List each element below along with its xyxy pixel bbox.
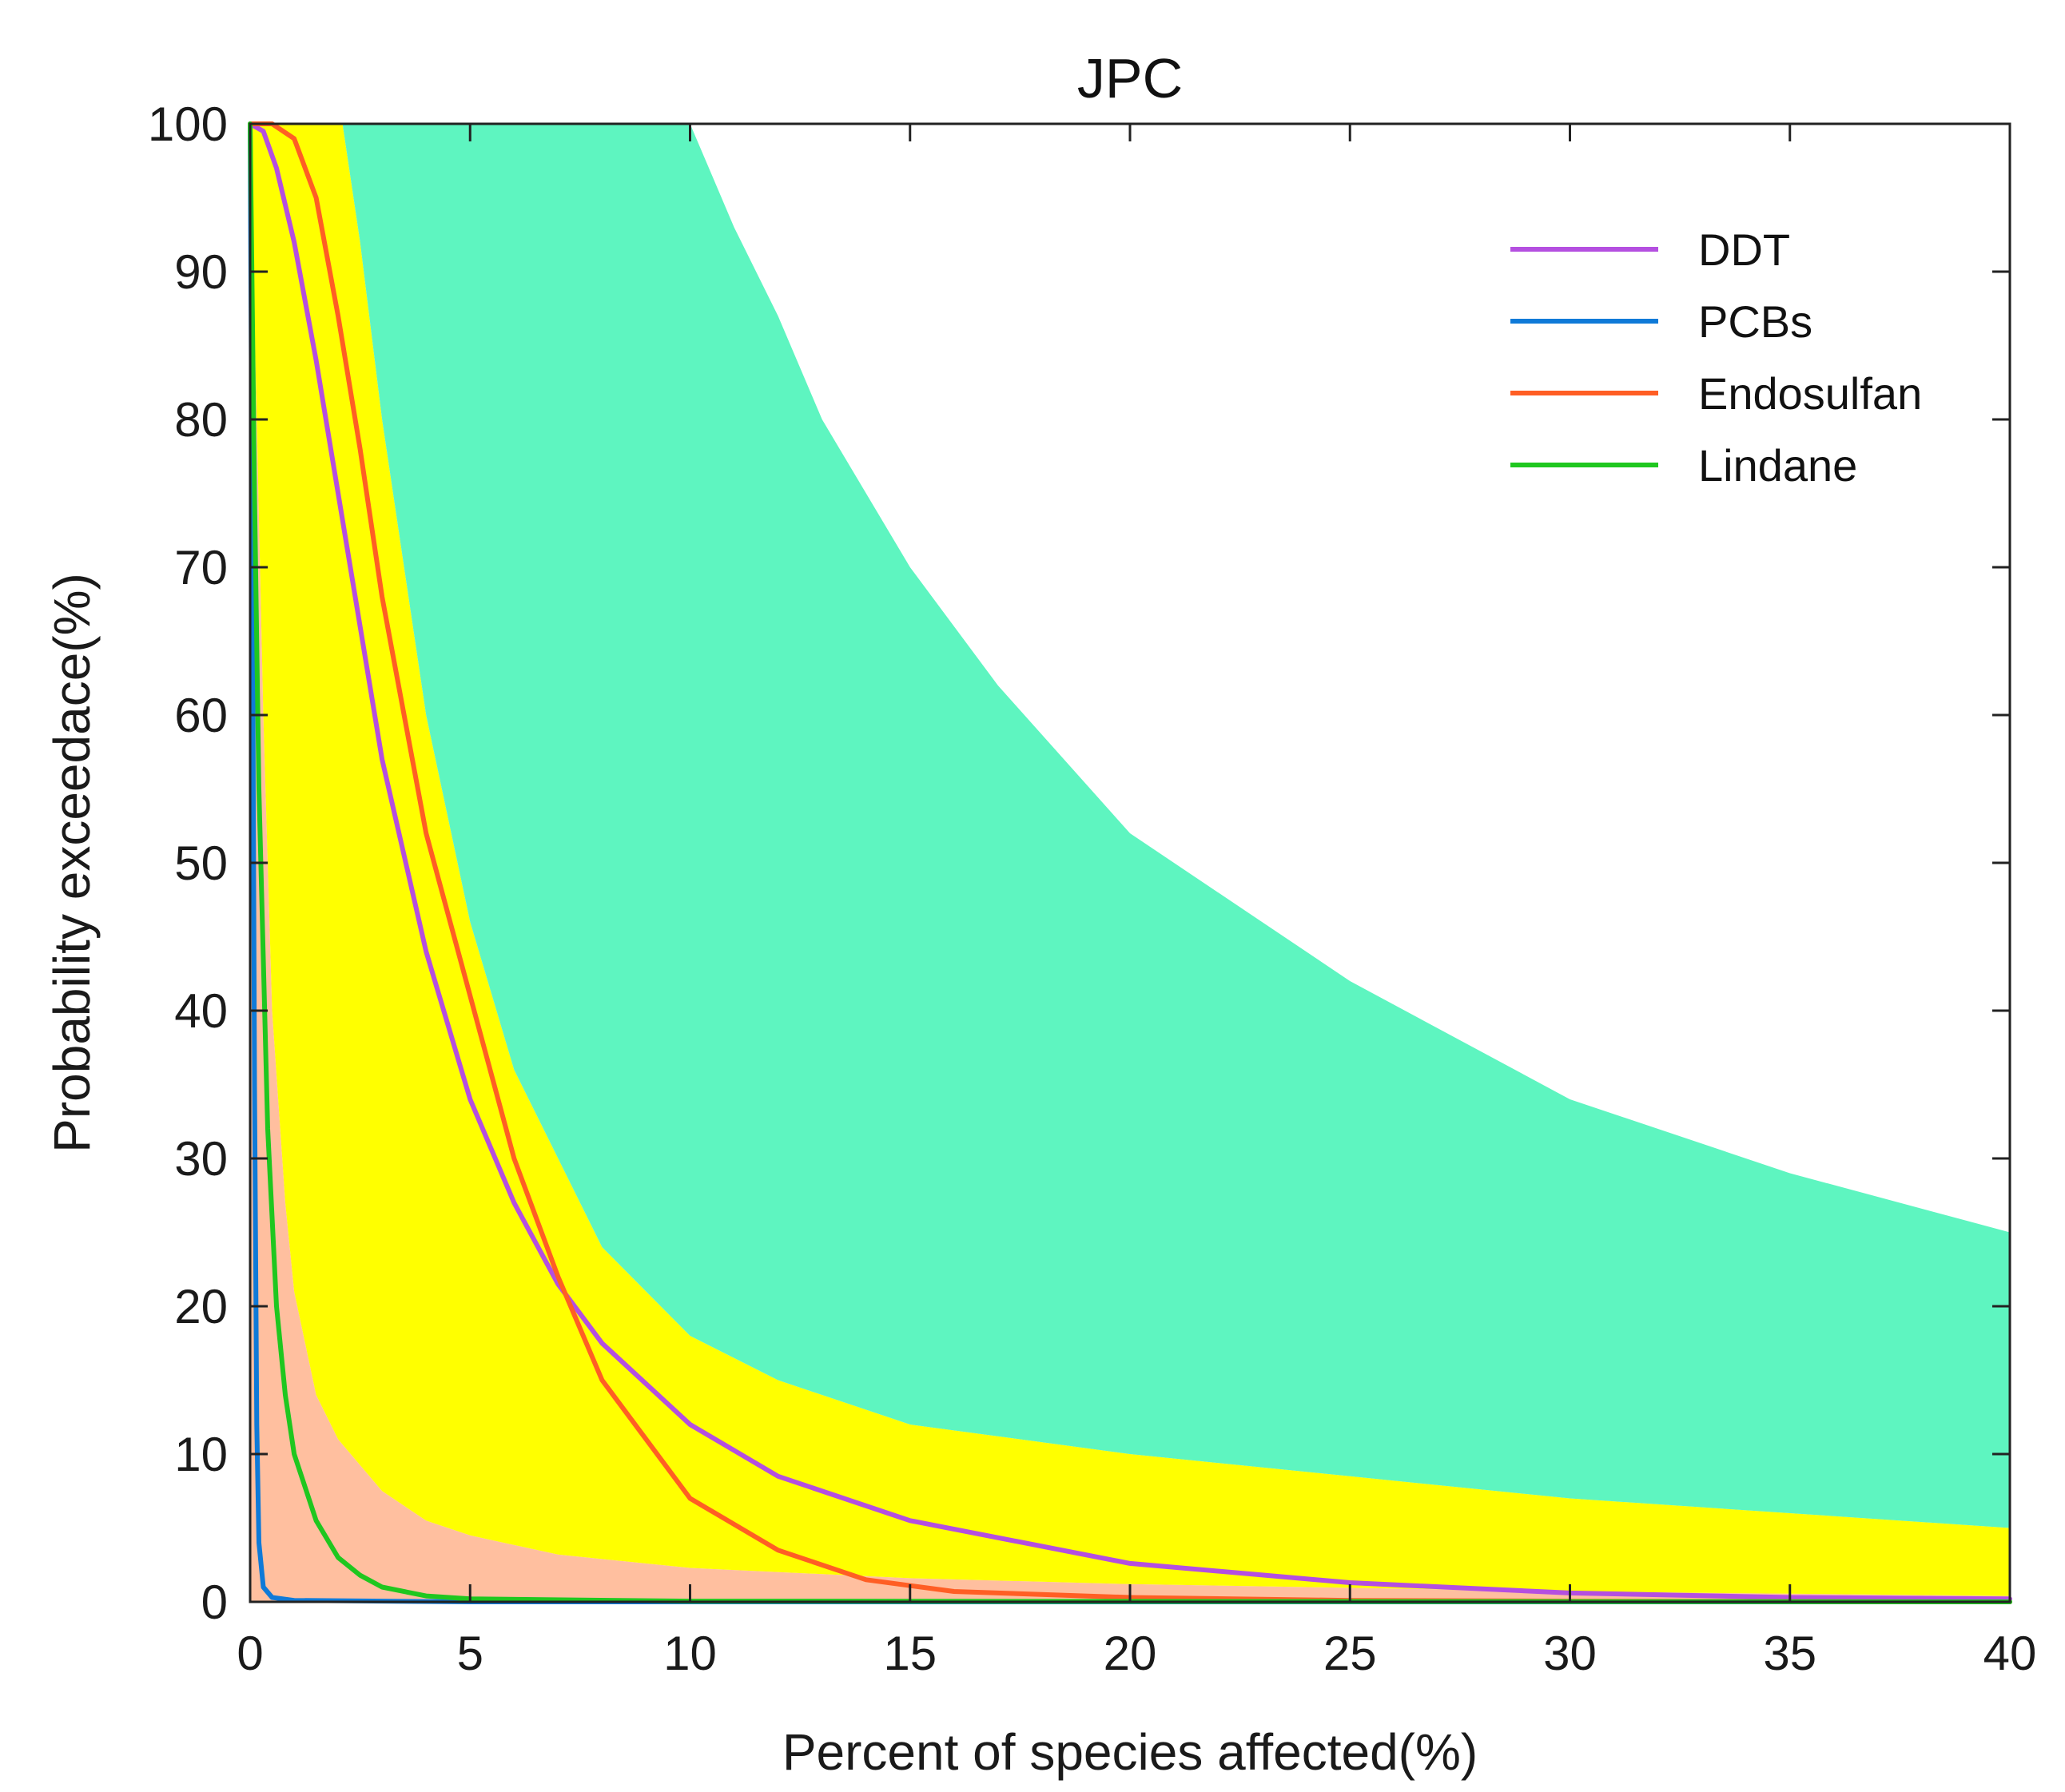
x-tick-label: 25 [1323,1627,1377,1680]
ticks-layer: 0 5 10 15 20 25 30 35 40 0 10 20 30 40 50 60 70 80 90 100 [148,97,2036,1680]
legend-label-endosulfan: Endosulfan [1698,368,1922,419]
series-line-endosulfan [248,121,2012,1604]
series-line-lindane [248,121,2012,1604]
y-tick-label: 0 [201,1575,228,1629]
yellow-band [250,124,2010,1596]
y-tick-label: 100 [148,97,228,151]
legend: DDT PCBs Endosulfan Lindane [1510,224,1922,491]
x-tick-label: 0 [237,1627,263,1680]
y-tick-label: 70 [174,541,228,594]
y-tick-label: 50 [174,836,228,890]
y-tick-label: 60 [174,689,228,742]
y-tick-label: 20 [174,1280,228,1333]
x-tick-label: 20 [1104,1627,1157,1680]
teal-band [342,124,2010,1528]
y-tick-label: 40 [174,984,228,1038]
bands-layer [250,124,2010,1602]
series-line-ddt [248,121,2012,1602]
legend-label-ddt: DDT [1698,224,1790,275]
y-tick-label: 90 [174,245,228,299]
x-tick-label: 30 [1543,1627,1597,1680]
x-tick-label: 10 [663,1627,717,1680]
x-axis-title: Percent of species affected(%) [782,1723,1478,1781]
x-tick-label: 40 [1983,1627,2037,1680]
y-tick-label: 10 [174,1428,228,1481]
y-axis-title: Probability exceedace(%) [43,573,101,1153]
x-tick-label: 35 [1763,1627,1816,1680]
chart-title: JPC [1077,47,1183,109]
x-tick-label: 5 [457,1627,483,1680]
legend-label-lindane: Lindane [1698,440,1857,491]
x-tick-label: 15 [883,1627,937,1680]
y-tick-label: 30 [174,1132,228,1186]
legend-label-pcbs: PCBs [1698,296,1812,347]
y-tick-label: 80 [174,393,228,447]
